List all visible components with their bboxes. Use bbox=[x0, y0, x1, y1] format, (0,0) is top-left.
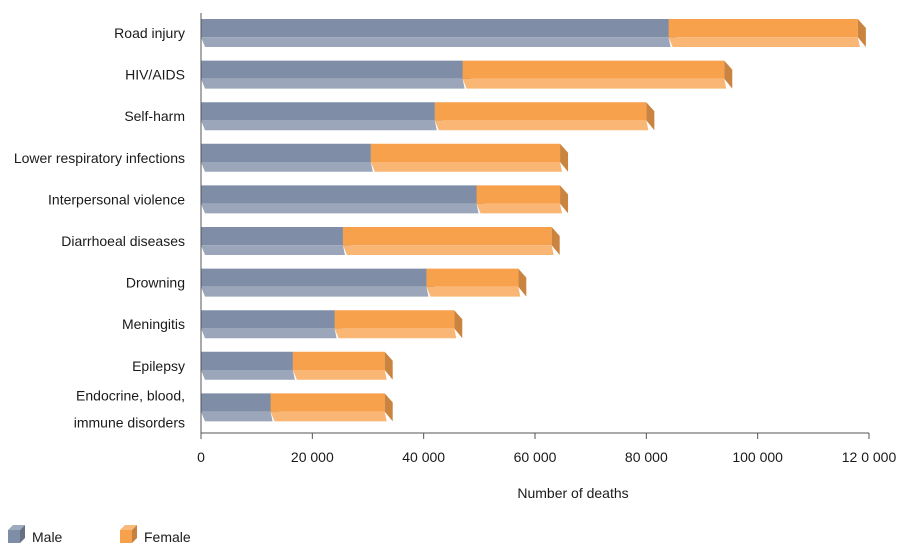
bar-female-5 bbox=[342, 227, 560, 255]
x-tick-label-1: 20 000 bbox=[291, 449, 334, 465]
legend-label-male: Male bbox=[32, 529, 63, 545]
bar-male-8 bbox=[201, 351, 301, 380]
bar-male-1 bbox=[201, 60, 471, 89]
legend-item-male: Male bbox=[8, 525, 63, 545]
category-label-4: Interpersonal violence bbox=[48, 191, 185, 207]
bar-male-0 bbox=[201, 19, 677, 47]
category-label-6: Drowning bbox=[126, 275, 185, 291]
category-label-2: Self-harm bbox=[124, 108, 185, 124]
category-label-0: Road injury bbox=[114, 25, 185, 41]
x-ticks: 0 20 000 40 000 60 000 80 000 100 000 12 0 000 bbox=[197, 433, 896, 465]
x-tick-label-4: 80 000 bbox=[625, 449, 668, 465]
legend-label-female: Female bbox=[144, 529, 191, 545]
bar-female-7 bbox=[334, 310, 463, 339]
x-axis-title: Number of deaths bbox=[517, 485, 628, 501]
bar-male-4 bbox=[201, 185, 485, 214]
bar-male-5 bbox=[201, 227, 351, 255]
category-label-1: HIV/AIDS bbox=[125, 67, 185, 83]
category-label-9: Endocrine, blood, immune disorders bbox=[74, 387, 185, 430]
legend-swatch-male bbox=[8, 530, 20, 543]
bar-male-7 bbox=[201, 310, 343, 339]
category-labels: Road injury HIV/AIDS Self-harm Lower respir… bbox=[14, 25, 185, 430]
bar-male-9 bbox=[201, 393, 279, 422]
category-label-3: Lower respiratory infections bbox=[14, 150, 185, 166]
bar-female-3 bbox=[370, 143, 569, 172]
category-label-7: Meningitis bbox=[122, 316, 185, 332]
category-label-5: Diarrhoeal diseases bbox=[61, 233, 185, 249]
x-tick-label-2: 40 000 bbox=[402, 449, 445, 465]
bar-male-2 bbox=[201, 102, 443, 131]
x-tick-label-0: 0 bbox=[197, 449, 205, 465]
bar-female-6 bbox=[426, 268, 527, 297]
x-tick-label-5: 100 000 bbox=[732, 449, 783, 465]
bar-male-6 bbox=[201, 268, 435, 297]
bar-female-4 bbox=[476, 185, 569, 214]
legend-swatch-female bbox=[120, 530, 132, 543]
bar-female-2 bbox=[434, 102, 655, 131]
x-tick-label-3: 60 000 bbox=[514, 449, 557, 465]
bar-female-1 bbox=[462, 60, 733, 89]
bars-group bbox=[201, 19, 866, 422]
legend: Male Female bbox=[8, 525, 191, 545]
x-tick-label-6: 12 0 000 bbox=[842, 449, 897, 465]
legend-item-female: Female bbox=[120, 525, 191, 545]
category-label-8: Epilepsy bbox=[132, 358, 185, 374]
bar-female-8 bbox=[292, 351, 393, 380]
bar-male-3 bbox=[201, 143, 379, 172]
bar-female-9 bbox=[270, 393, 393, 422]
bar-female-0 bbox=[668, 19, 866, 47]
